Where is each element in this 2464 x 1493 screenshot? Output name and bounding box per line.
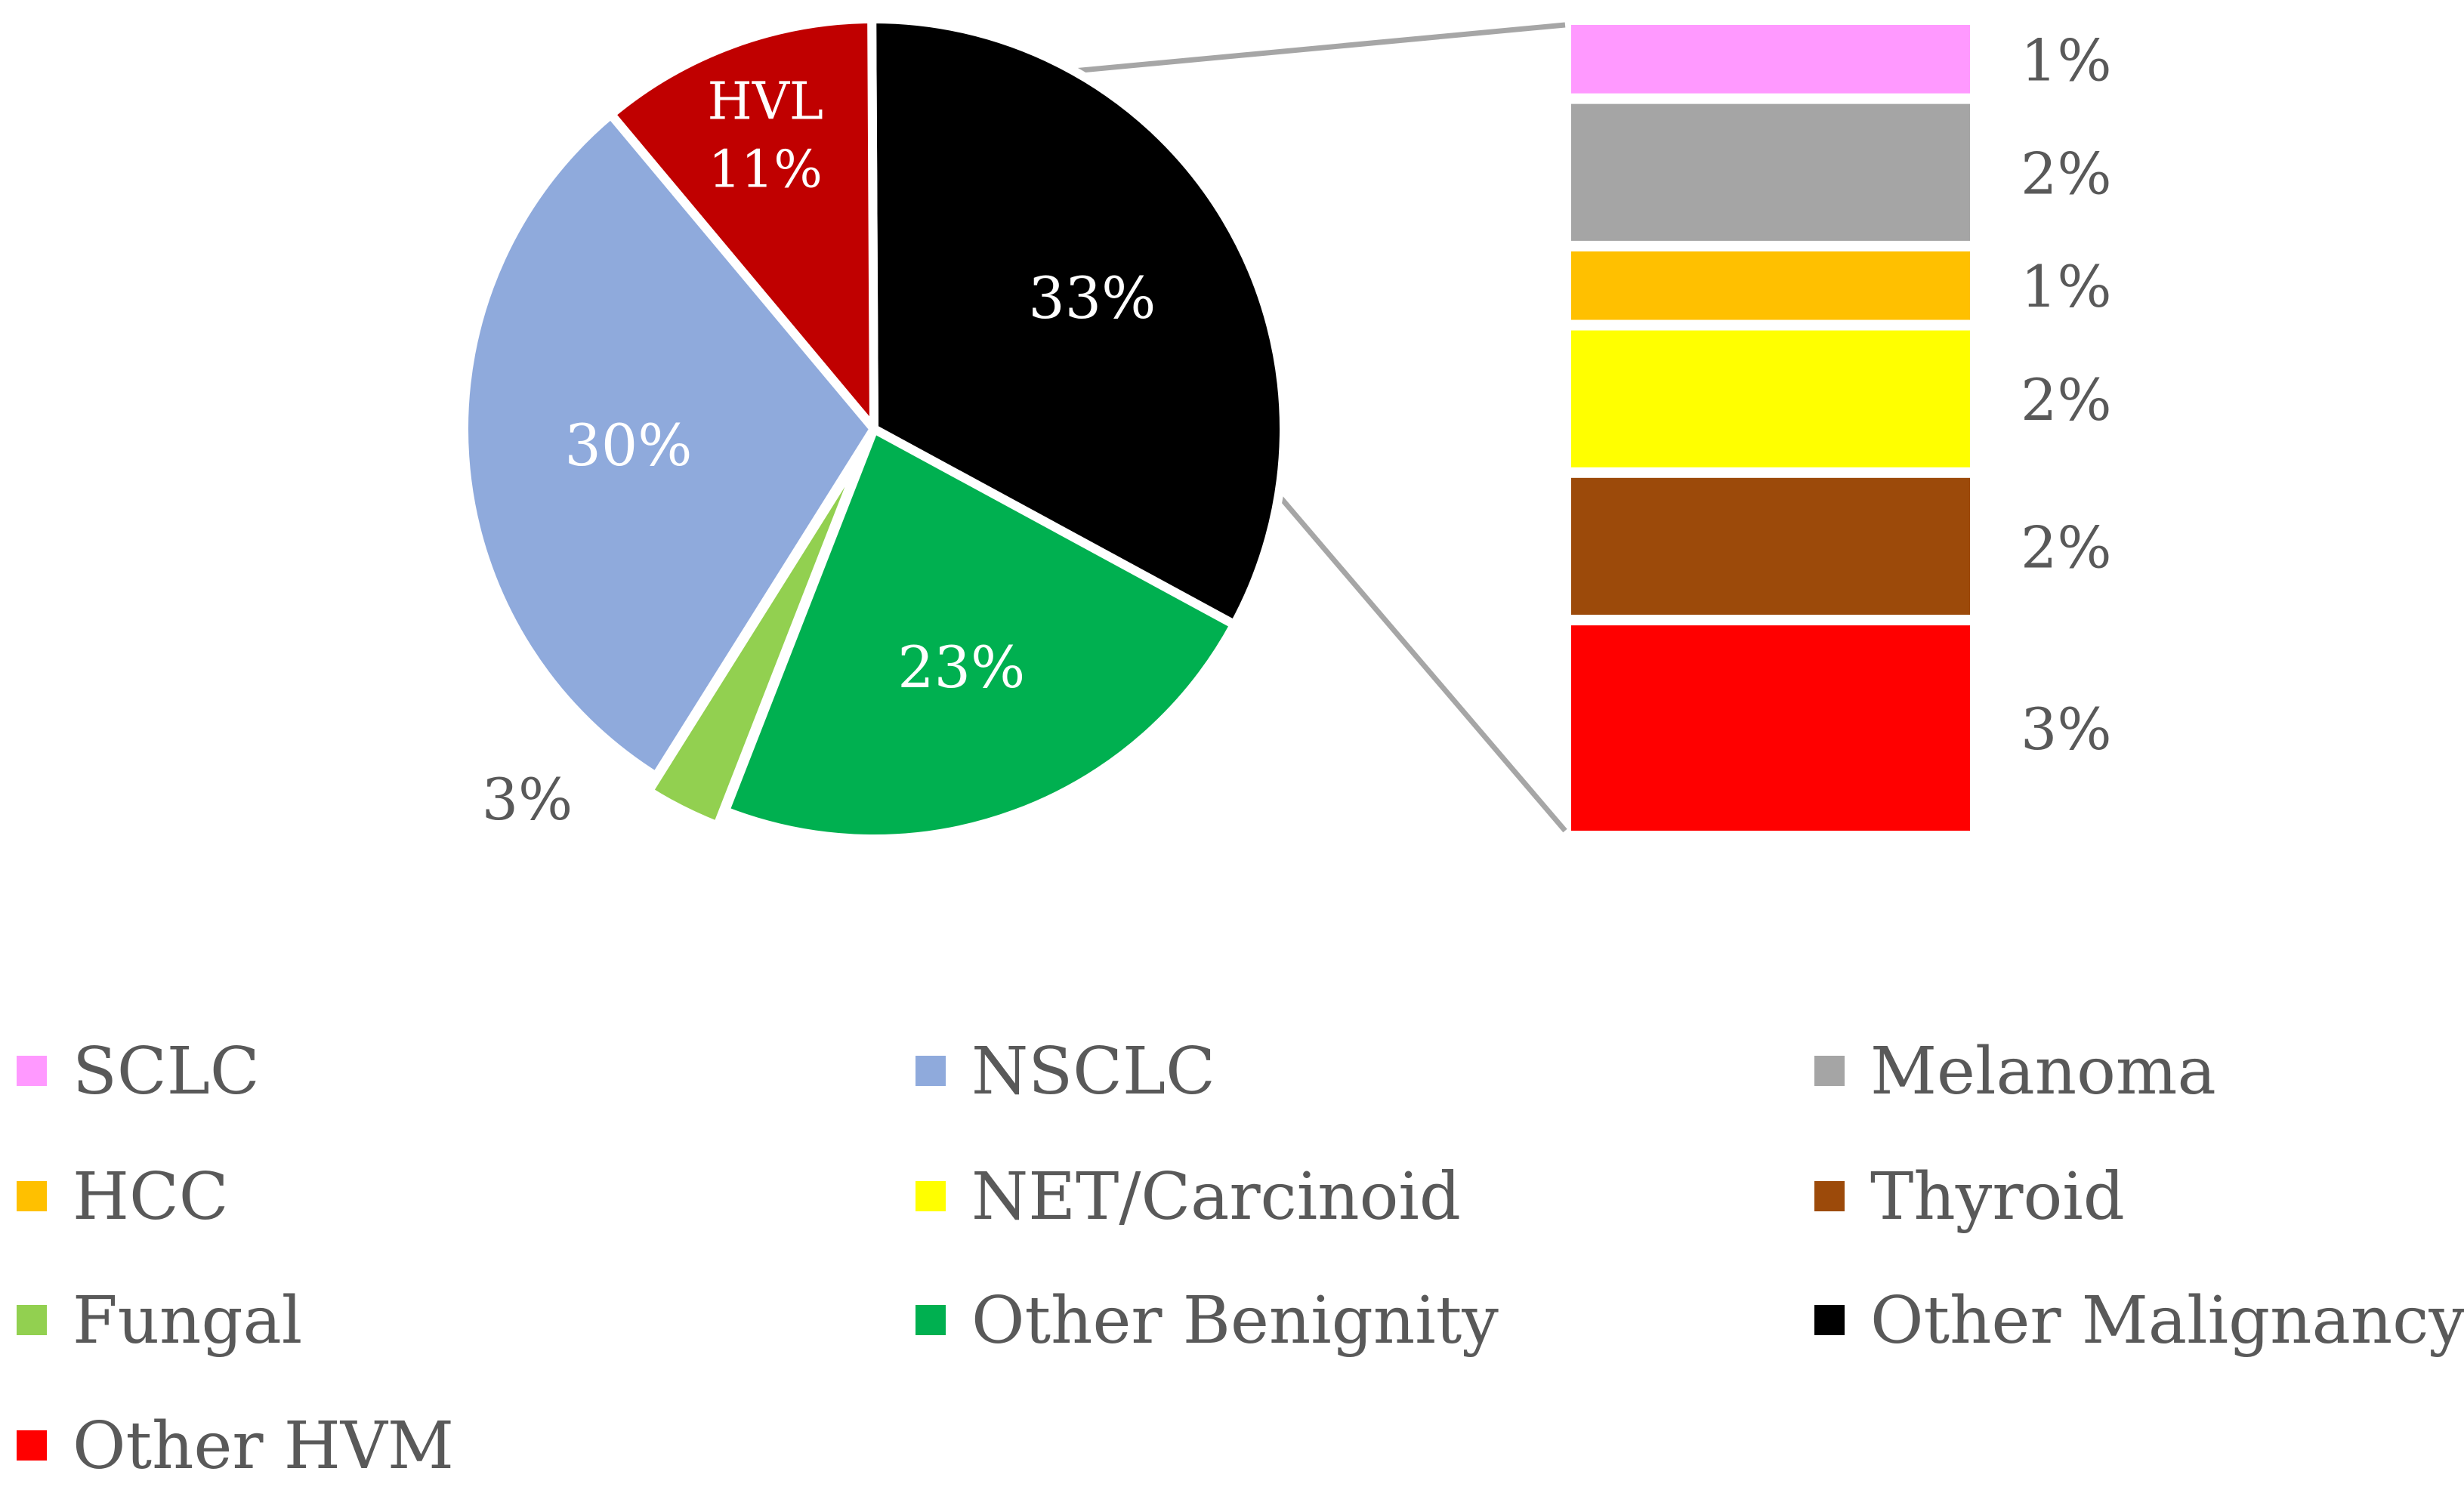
breakdown-segment-other-hvm <box>1571 625 1970 831</box>
legend-label-other-malignancy: Other Malignancy <box>1870 1283 2464 1359</box>
breakdown-labels: 1% 2% 1% 2% 2% 3% <box>2021 26 2112 763</box>
breakdown-segment-hcc <box>1571 251 1970 320</box>
legend-label-other-benignity: Other Benignity <box>971 1283 1499 1359</box>
breakdown-stack <box>1571 25 1970 831</box>
legend-swatch-nsclc <box>916 1056 946 1086</box>
legend-label-melanoma: Melanoma <box>1870 1034 2216 1109</box>
legend-swatch-other-malignancy <box>1814 1305 1845 1335</box>
breakdown-segment-melanoma <box>1571 103 1970 241</box>
pie-slice-hvl <box>606 14 878 433</box>
legend-label-sclc: SCLC <box>73 1034 260 1109</box>
breakdown-label-sclc: 1% <box>2021 26 2112 94</box>
legend-label-net-carcinoid: NET/Carcinoid <box>971 1159 1461 1235</box>
pie-label-nsclc: 30% <box>564 412 692 479</box>
legend-swatch-fungal <box>17 1305 47 1335</box>
legend-label-fungal: Fungal <box>73 1283 302 1359</box>
breakdown-segment-thyroid <box>1571 477 1970 615</box>
breakdown-label-melanoma: 2% <box>2021 140 2112 207</box>
pie-sublabel-hvl: HVL <box>708 72 824 131</box>
breakdown-label-thyroid: 2% <box>2021 514 2112 581</box>
legend-label-thyroid: Thyroid <box>1870 1159 2125 1235</box>
legend-swatch-melanoma <box>1814 1056 1845 1086</box>
pie-slice-nsclc <box>459 110 878 781</box>
pie-slice-fungal <box>644 439 872 831</box>
breakdown-label-net-carcinoid: 2% <box>2021 366 2112 433</box>
legend-swatch-net-carcinoid <box>916 1181 946 1211</box>
legend-label-hcc: HCC <box>73 1159 229 1235</box>
breakdown-segment-sclc <box>1571 25 1970 94</box>
pie-label-hvl: 11% <box>709 140 823 199</box>
breakdown-label-hcc: 1% <box>2021 253 2112 320</box>
breakdown-segment-net-carcinoid <box>1571 330 1970 467</box>
legend-label-other-hvm: Other HVM <box>73 1408 454 1484</box>
legend-swatch-hcc <box>17 1181 47 1211</box>
pie <box>459 14 1289 844</box>
pie-label-other-benignity: 23% <box>897 634 1025 701</box>
legend-swatch-other-hvm <box>17 1430 47 1461</box>
legend-label-nsclc: NSCLC <box>971 1034 1215 1109</box>
pie-label-fungal: 3% <box>482 766 573 833</box>
pie-slice-other-benignity <box>720 424 1240 844</box>
legend: SCLC NSCLC Melanoma HCC NET/Carcinoid Thyroid… <box>17 1034 2464 1484</box>
legend-swatch-thyroid <box>1814 1181 1845 1211</box>
breakdown-label-other-hvm: 3% <box>2021 696 2112 763</box>
pie-slice-other-malignancy <box>867 14 1289 630</box>
legend-swatch-other-benignity <box>916 1305 946 1335</box>
pie-labels: 33% HVL 11% 30% 3% 23% <box>482 72 1156 833</box>
legend-swatch-sclc <box>17 1056 47 1086</box>
pie-label-other-malignancy: 33% <box>1028 264 1156 332</box>
